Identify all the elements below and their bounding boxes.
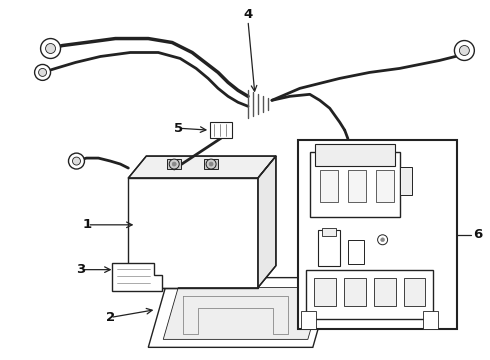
Text: 6: 6 xyxy=(473,228,482,241)
Circle shape xyxy=(69,153,84,169)
Polygon shape xyxy=(258,156,276,288)
Text: 1: 1 xyxy=(83,218,92,231)
Bar xyxy=(306,270,434,319)
Polygon shape xyxy=(112,263,162,291)
Bar xyxy=(322,228,336,236)
Circle shape xyxy=(381,238,385,242)
Bar xyxy=(167,159,181,169)
Circle shape xyxy=(39,68,47,76)
Bar xyxy=(399,167,412,195)
Circle shape xyxy=(41,39,61,58)
Circle shape xyxy=(378,235,388,245)
Polygon shape xyxy=(148,278,333,347)
Bar xyxy=(376,170,393,202)
Bar xyxy=(423,311,439,329)
Bar xyxy=(343,278,366,306)
Text: 2: 2 xyxy=(106,311,115,324)
Text: 3: 3 xyxy=(76,263,85,276)
Bar xyxy=(348,170,366,202)
Bar xyxy=(314,278,336,306)
Circle shape xyxy=(169,159,179,169)
Bar xyxy=(204,159,218,169)
Circle shape xyxy=(209,162,213,166)
Bar xyxy=(348,240,364,264)
Bar xyxy=(374,278,395,306)
Circle shape xyxy=(35,64,50,80)
Bar xyxy=(210,122,232,138)
Circle shape xyxy=(454,41,474,60)
Bar xyxy=(310,152,399,217)
Polygon shape xyxy=(163,288,323,339)
Bar xyxy=(301,311,316,329)
Bar xyxy=(404,278,425,306)
Bar xyxy=(315,144,394,166)
Text: 4: 4 xyxy=(244,8,253,21)
Circle shape xyxy=(206,159,216,169)
Circle shape xyxy=(172,162,176,166)
Circle shape xyxy=(73,157,80,165)
Bar xyxy=(298,140,457,329)
Text: 5: 5 xyxy=(173,122,183,135)
Bar xyxy=(128,178,258,288)
Bar xyxy=(318,230,340,266)
Bar xyxy=(320,170,338,202)
Circle shape xyxy=(460,45,469,55)
Circle shape xyxy=(46,44,55,54)
Polygon shape xyxy=(128,156,276,178)
